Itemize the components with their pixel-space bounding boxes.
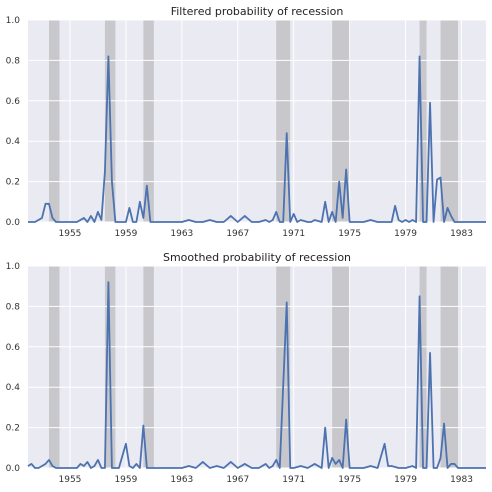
y-tick-label: 0.6 <box>6 97 21 107</box>
x-tick-label: 1971 <box>282 475 305 485</box>
chart-title: Filtered probability of recession <box>171 5 344 18</box>
recession-band <box>419 266 427 468</box>
recession-band <box>143 266 154 468</box>
y-tick-label: 0.2 <box>6 178 20 188</box>
y-tick-label: 0.4 <box>6 383 21 393</box>
recession-band <box>276 20 291 222</box>
x-tick-label: 1967 <box>226 475 249 485</box>
y-tick-label: 0.0 <box>6 218 21 228</box>
x-tick-label: 1975 <box>338 229 361 239</box>
smoothed-probability-panel: Smoothed probability of recession 0.0 0.2… <box>6 251 486 485</box>
y-tick-label: 1.0 <box>6 16 21 26</box>
x-tick-label: 1967 <box>226 229 249 239</box>
x-tick-label: 1979 <box>394 229 417 239</box>
x-tick-label: 1983 <box>450 229 473 239</box>
x-tick-label: 1959 <box>114 475 137 485</box>
y-tick-label: 0.0 <box>6 464 21 474</box>
x-tick-label: 1971 <box>282 229 305 239</box>
x-tick-label: 1983 <box>450 475 473 485</box>
recession-band <box>440 266 459 468</box>
y-tick-label: 0.8 <box>6 56 21 66</box>
y-tick-label: 0.2 <box>6 424 20 434</box>
y-tick-label: 1.0 <box>6 262 21 272</box>
probability-series-line <box>28 55 486 223</box>
filtered-probability-panel: Filtered probability of recession 0.0 0.2… <box>6 5 486 239</box>
y-tick-label: 0.8 <box>6 302 21 312</box>
y-tick-label: 0.4 <box>6 137 21 147</box>
y-tick-label: 0.6 <box>6 343 21 353</box>
x-tick-label: 1963 <box>170 475 193 485</box>
recession-band <box>419 20 427 222</box>
recession-band <box>332 266 350 468</box>
x-tick-label: 1955 <box>59 229 82 239</box>
recession-band <box>48 266 60 468</box>
chart-title: Smoothed probability of recession <box>163 251 351 264</box>
probability-series-line <box>27 281 486 469</box>
x-tick-label: 1975 <box>338 475 361 485</box>
plot-background <box>28 266 486 468</box>
recession-band <box>48 20 60 222</box>
x-tick-label: 1979 <box>394 475 417 485</box>
x-tick-label: 1963 <box>170 229 193 239</box>
recession-band <box>440 20 459 222</box>
recession-band <box>143 20 154 222</box>
plot-area <box>28 19 486 223</box>
plot-area <box>27 265 486 469</box>
x-tick-label: 1955 <box>59 475 82 485</box>
x-tick-label: 1959 <box>114 229 137 239</box>
